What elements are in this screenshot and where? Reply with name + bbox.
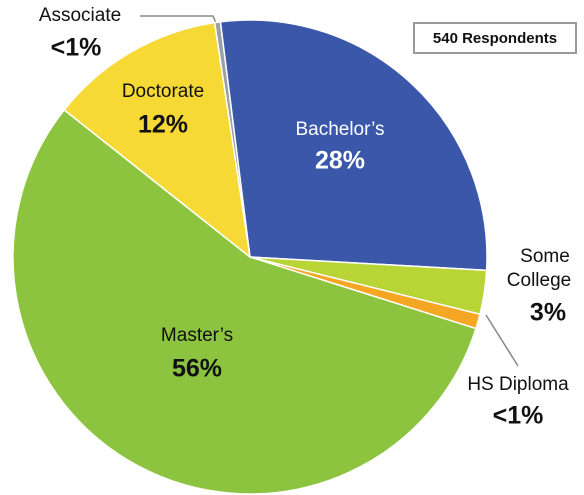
annotation: 540 Respondents — [433, 30, 557, 47]
value-label: 3% — [530, 299, 566, 327]
value-label: <1% — [493, 402, 544, 430]
value-label: <1% — [51, 34, 102, 62]
slice-label: Master’s — [161, 325, 233, 346]
pie-slice — [12, 108, 477, 495]
slice-label: HS Diploma — [467, 374, 569, 395]
leader-line — [140, 15, 217, 24]
pie-slice — [219, 19, 488, 272]
value-label: 28% — [315, 147, 365, 175]
annotation-box — [413, 22, 577, 54]
slice-label: Bachelor’s — [295, 119, 384, 140]
leader-line — [485, 314, 519, 367]
pie-slice — [63, 21, 252, 259]
slice-label: Associate — [39, 5, 121, 26]
value-label: 56% — [172, 355, 222, 383]
slice-label: Doctorate — [122, 81, 204, 102]
pie — [12, 19, 488, 495]
slice-label: Some College — [507, 246, 571, 291]
value-label: 12% — [138, 111, 188, 139]
